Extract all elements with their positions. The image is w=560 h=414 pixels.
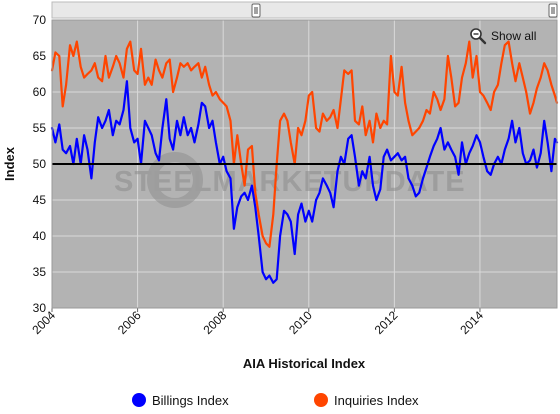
watermark-logo-icon — [147, 152, 203, 208]
legend: Billings Index Inquiries Index — [132, 393, 419, 408]
grip-handle-icon — [251, 3, 261, 18]
series-line-inquiries-index — [50, 40, 559, 248]
legend-marker-inquiries — [314, 393, 328, 407]
series-layer — [50, 40, 559, 284]
range-navigator[interactable] — [51, 1, 558, 19]
x-tick-label: 2006 — [115, 308, 144, 337]
legend-item-inquiries[interactable]: Inquiries Index — [314, 393, 419, 408]
y-tick-label: 70 — [33, 13, 47, 27]
y-tick-label: 60 — [33, 85, 47, 99]
y-axis-title: Index — [2, 146, 17, 181]
series-line-billings-index — [50, 80, 559, 284]
legend-label-billings: Billings Index — [152, 393, 229, 408]
y-tick-label: 40 — [33, 229, 47, 243]
legend-marker-billings — [132, 393, 146, 407]
x-tick-label: 2012 — [372, 308, 401, 337]
watermark-text: STEELMARKETUPDATE — [114, 166, 466, 198]
y-tick-label: 30 — [33, 301, 47, 315]
navigator-right-handle[interactable] — [548, 3, 558, 18]
y-tick-label: 35 — [33, 265, 47, 279]
legend-label-inquiries: Inquiries Index — [334, 393, 419, 408]
show-all-label: Show all — [491, 29, 536, 43]
y-tick-label: 65 — [33, 49, 47, 63]
navigator-left-handle[interactable] — [251, 3, 261, 18]
grip-handle-icon — [548, 3, 558, 18]
navigator-track — [51, 1, 558, 19]
y-tick-label: 50 — [33, 157, 47, 171]
x-tick-label: 2008 — [201, 308, 230, 337]
legend-item-billings[interactable]: Billings Index — [132, 393, 229, 408]
watermark: STEELMARKETUPDATE — [114, 152, 466, 208]
x-axis-title: AIA Historical Index — [243, 356, 366, 371]
y-tick-label: 45 — [33, 193, 47, 207]
show-all-button[interactable]: Show all — [470, 28, 536, 45]
x-tick-label: 2010 — [286, 308, 315, 337]
plot-border — [51, 19, 558, 309]
y-tick-label: 55 — [33, 121, 47, 135]
x-tick-label: 2014 — [457, 308, 486, 337]
